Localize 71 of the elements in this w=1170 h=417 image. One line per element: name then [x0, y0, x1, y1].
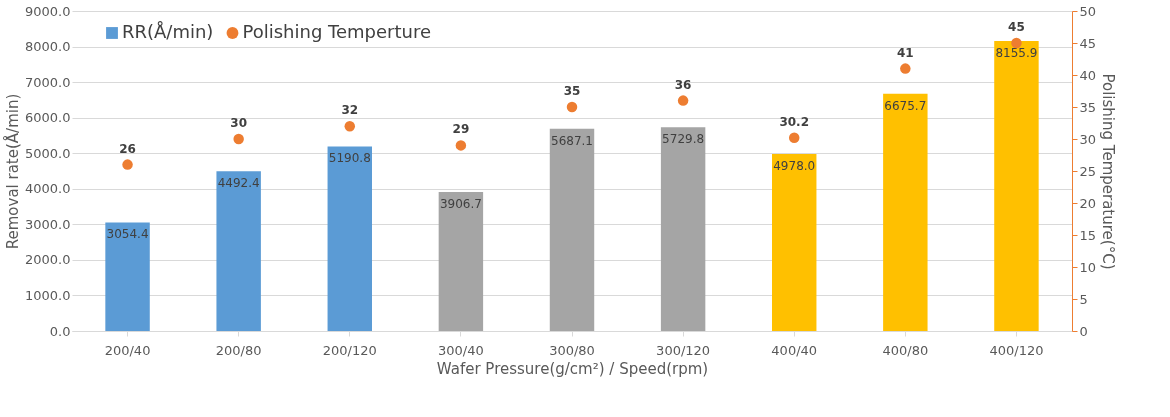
data-label: 5190.8 — [328, 151, 371, 166]
data-label: 6675.7 — [884, 98, 927, 113]
data-label: 32 — [341, 103, 359, 118]
point — [788, 132, 800, 143]
y-tick-label: 7000.0 — [25, 74, 71, 90]
point — [122, 159, 133, 170]
y2-tick-label: 15 — [1079, 227, 1097, 243]
data-label: 4492.4 — [217, 176, 260, 191]
point — [566, 101, 578, 113]
bar — [438, 192, 484, 331]
y2-axis-title: Polishing Temperature(°C) — [1099, 73, 1118, 270]
y2-tick-label: 50 — [1079, 3, 1097, 19]
data-label: 5687.1 — [551, 133, 593, 148]
y-tick-label: 9000.0 — [25, 3, 71, 19]
y-tick-label: 5000.0 — [25, 145, 71, 161]
point — [900, 63, 911, 74]
y2-tick-label: 45 — [1079, 35, 1097, 51]
data-label: 35 — [563, 84, 581, 98]
data-label: 4978.0 — [773, 159, 816, 173]
x-tick-label: 400/80 — [882, 342, 929, 358]
y2-tick-label: 25 — [1079, 163, 1097, 179]
point — [344, 120, 356, 132]
data-label: 30 — [230, 116, 248, 130]
point — [233, 133, 244, 145]
x-tick-label: 200/80 — [215, 342, 262, 358]
y2-tick-label: 30 — [1079, 131, 1097, 147]
data-label: 29 — [452, 122, 470, 137]
x-axis-title: Wafer Pressure(g/cm²) / Speed(rpm) — [436, 359, 709, 378]
y-tick-label: 6000.0 — [25, 110, 71, 126]
data-label: 45 — [1008, 20, 1025, 34]
data-label: 26 — [119, 141, 136, 156]
y-axis-title: Removal rate(Å/min) — [3, 93, 23, 250]
y-tick-label: 2000.0 — [25, 252, 71, 268]
bar — [216, 171, 261, 331]
bar — [772, 154, 817, 331]
x-tick-label: 400/40 — [771, 342, 818, 358]
bar — [549, 128, 595, 331]
x-tick-label: 300/80 — [549, 342, 595, 358]
bar — [327, 146, 372, 331]
y-tick-label: 3000.0 — [25, 216, 71, 232]
point — [455, 140, 467, 151]
data-label: 36 — [674, 77, 692, 92]
legend-label: Polishing Temperture — [242, 21, 432, 42]
y2-tick-label: 5 — [1079, 291, 1088, 307]
data-label: 3054.4 — [106, 227, 149, 242]
y-tick-label: 0.0 — [49, 323, 71, 339]
bar — [994, 41, 1039, 331]
bar — [660, 127, 706, 331]
y-tick-label: 1000.0 — [25, 287, 71, 303]
data-label: 41 — [896, 45, 914, 60]
x-tick-label: 300/120 — [656, 342, 711, 358]
y2-tick-label: 0 — [1079, 323, 1088, 339]
data-label: 8155.9 — [995, 46, 1038, 61]
data-label: 3906.7 — [439, 197, 482, 212]
y-tick-label: 8000.0 — [25, 39, 71, 55]
bar — [105, 222, 150, 331]
y2-tick-label: 35 — [1079, 99, 1097, 115]
x-tick-label: 200/40 — [104, 342, 151, 358]
x-tick-label: 200/120 — [322, 342, 377, 358]
y2-tick-label: 40 — [1079, 67, 1097, 83]
y2-tick-label: 20 — [1079, 195, 1097, 211]
x-tick-label: 400/120 — [989, 342, 1044, 358]
legend-label: RR(Å/min) — [122, 21, 214, 42]
bar — [883, 93, 928, 331]
data-label: 5729.8 — [662, 132, 705, 147]
data-label: 30.2 — [779, 114, 810, 129]
y2-tick-label: 10 — [1079, 259, 1097, 275]
x-tick-label: 300/40 — [438, 342, 484, 358]
point — [1011, 37, 1022, 49]
point — [677, 95, 689, 106]
y-tick-label: 4000.0 — [25, 181, 71, 197]
